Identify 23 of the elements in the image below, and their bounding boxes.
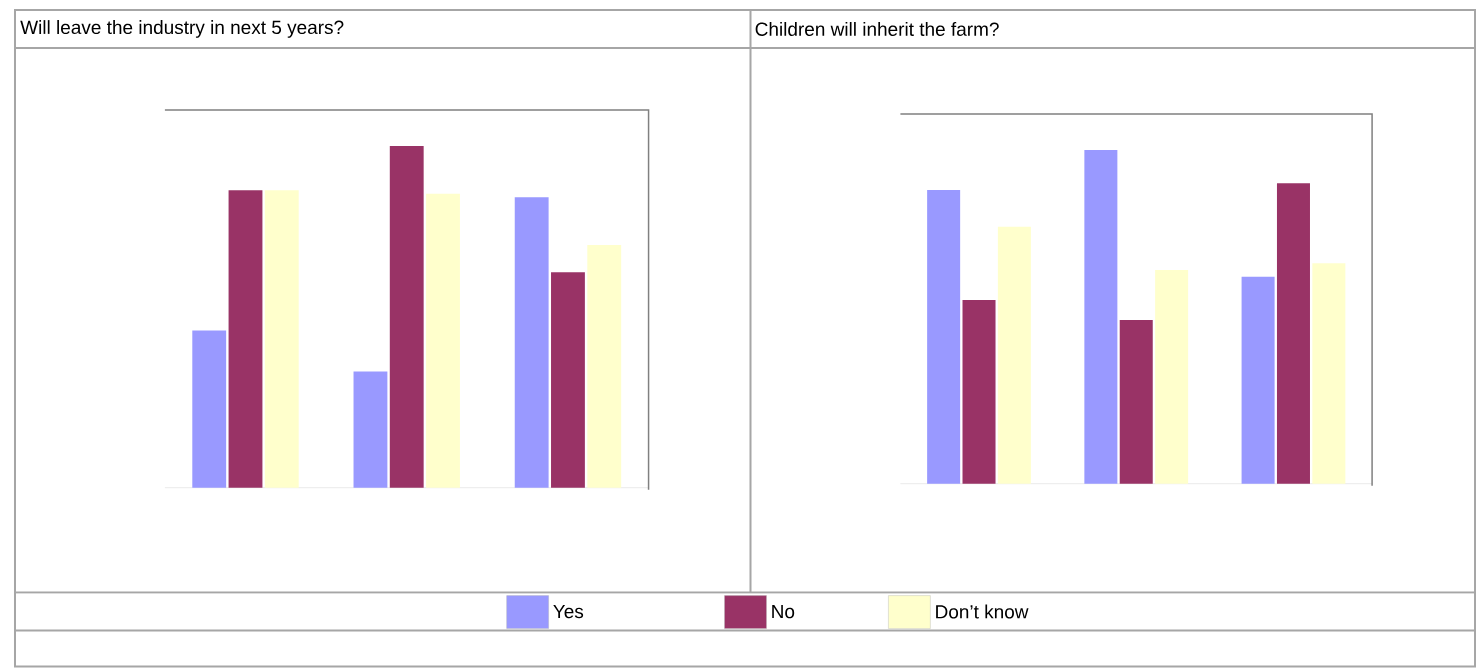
bar <box>353 371 388 488</box>
bar <box>264 190 299 488</box>
bar <box>228 190 263 488</box>
bar <box>587 245 622 488</box>
bar <box>514 197 549 488</box>
legend-label: Don’t know <box>936 604 1029 619</box>
bar <box>192 330 227 488</box>
bar <box>997 226 1031 484</box>
bar <box>1119 320 1153 484</box>
bar <box>927 190 961 484</box>
bar <box>1084 150 1118 484</box>
chart-title: Will leave the industry in next 5 years? <box>20 20 344 39</box>
bar <box>1276 183 1310 484</box>
bar <box>962 300 996 484</box>
bar <box>426 193 460 488</box>
bar <box>1155 270 1189 484</box>
bar <box>1312 263 1346 484</box>
bar <box>389 146 424 488</box>
bar <box>551 272 585 488</box>
legend-label: Yes <box>553 605 584 619</box>
legend-label: No <box>772 605 795 619</box>
bar <box>1241 276 1275 484</box>
chart-title: Children will inherit the farm? <box>755 22 999 37</box>
